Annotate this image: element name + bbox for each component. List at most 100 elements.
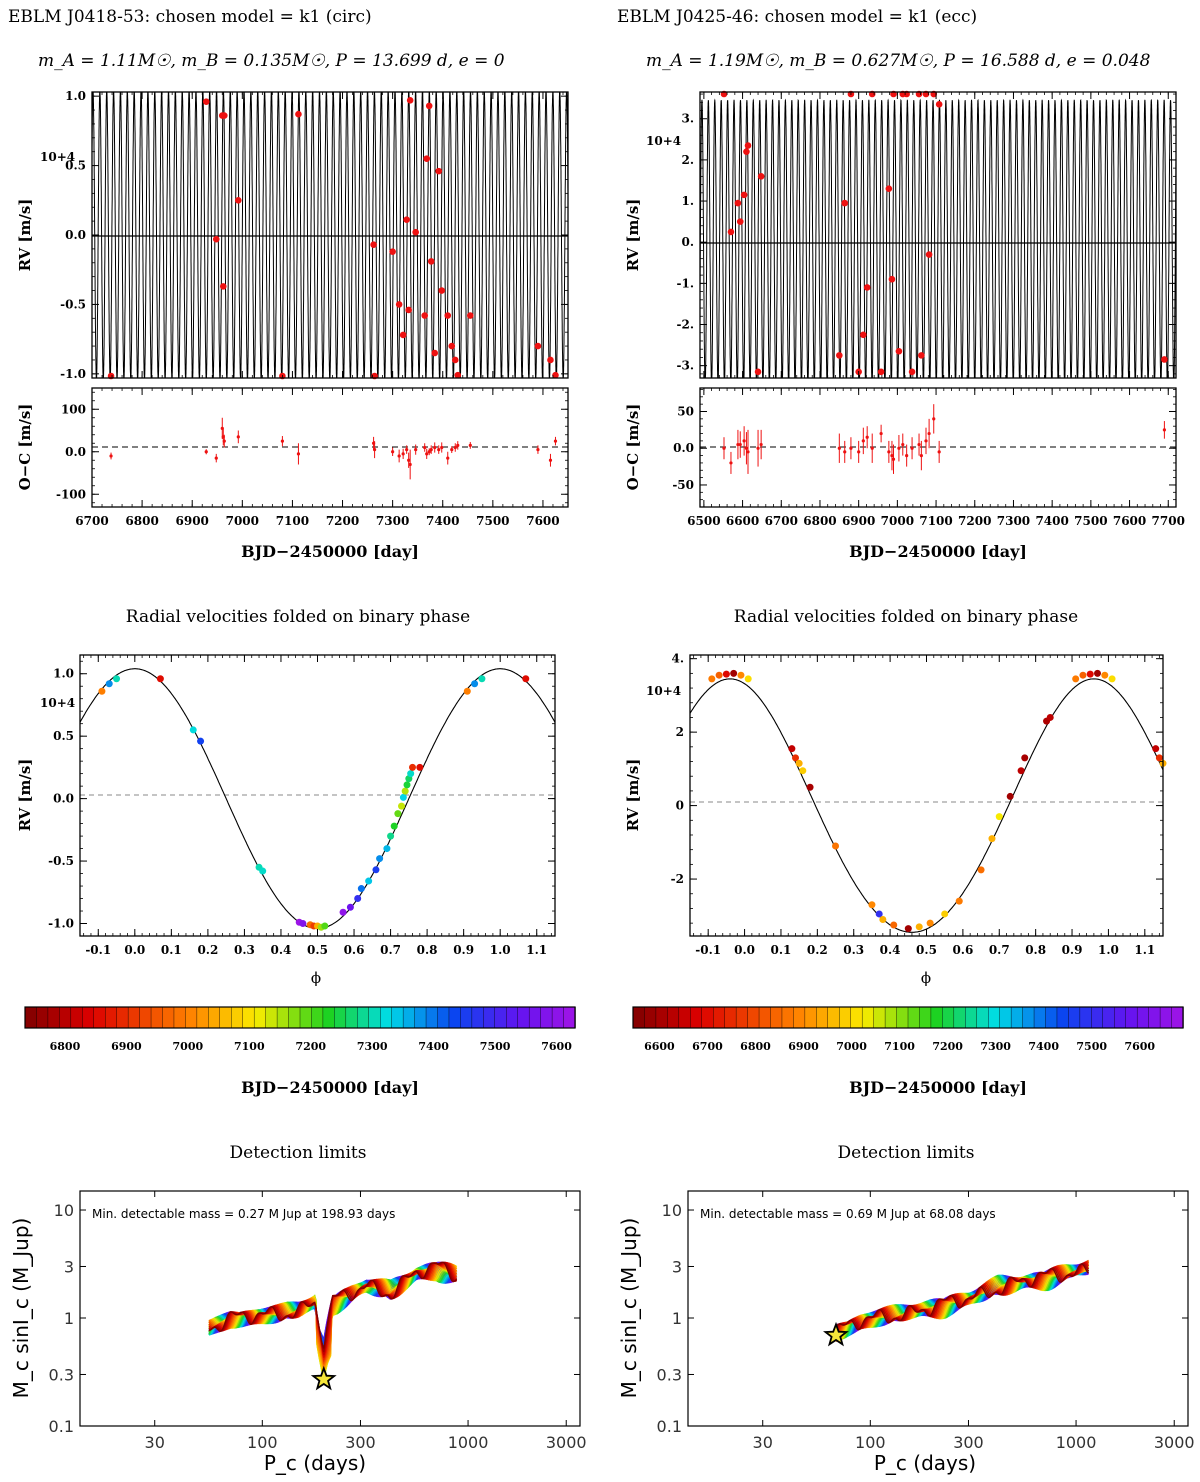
oc-data-point xyxy=(109,454,113,458)
x-tick-label: 100 xyxy=(247,1433,278,1452)
colorbar-cell xyxy=(976,1006,989,1029)
colorbar-cell xyxy=(1091,1006,1104,1029)
colorbar-cell xyxy=(24,1006,38,1029)
oc-data-point xyxy=(427,450,431,454)
left-colorbar: 6800 6900 7000 7100 7200 7300 7400 7500 7600 BJD… xyxy=(24,1006,576,1097)
oc-data-point xyxy=(910,446,914,450)
right-colorbar-frame xyxy=(632,1006,1184,1029)
fold-data-point xyxy=(156,675,164,683)
rv-data-point xyxy=(895,347,903,355)
oc-data-point xyxy=(887,450,891,454)
colorbar-cell xyxy=(82,1006,95,1029)
colorbar-cell xyxy=(173,1006,187,1029)
oc-data-point xyxy=(722,446,726,450)
rv-data-point xyxy=(295,110,302,118)
rv-data-point xyxy=(841,199,849,207)
y-tick-label: 0.1 xyxy=(657,1417,682,1436)
rv-data-point xyxy=(727,228,735,236)
colorbar-cell xyxy=(162,1006,175,1029)
colorbar-cell xyxy=(827,1006,840,1029)
colorbar-cell xyxy=(1010,1006,1024,1029)
rv-data-point xyxy=(444,312,452,319)
colorbar-cell xyxy=(59,1006,72,1029)
right-det-title: Detection limits xyxy=(838,1143,975,1163)
y-tick-label: 0.5 xyxy=(65,159,86,173)
rv-data-point xyxy=(925,251,933,258)
colorbar-cell xyxy=(334,1006,347,1029)
rv-data-point xyxy=(425,102,433,110)
colorbar-cell xyxy=(551,1006,565,1029)
rv-data-point xyxy=(757,173,765,180)
oc-data-point xyxy=(204,450,208,454)
colorbar-tick-label: 6900 xyxy=(788,1040,819,1053)
right-fold-frame xyxy=(689,654,1164,937)
left-det-curves xyxy=(208,1261,458,1391)
x-tick-label: 0.2 xyxy=(197,943,218,957)
left-det-panel: 30 100 300 1000 3000 0.1 0.3 1 3 10 Min. detectab… xyxy=(9,1190,587,1475)
y-tick-label: -1.0 xyxy=(48,917,74,931)
fold-data-point xyxy=(407,770,415,778)
colorbar-cell xyxy=(265,1006,278,1029)
x-tick-label: 7100 xyxy=(919,514,952,528)
colorbar-cell xyxy=(701,1006,714,1029)
oc-data-point xyxy=(437,448,441,452)
colorbar-cell xyxy=(528,1006,542,1029)
y-tick-label: 2 xyxy=(676,725,684,739)
colorbar-cell xyxy=(1033,1006,1047,1029)
colorbar-tick-label: 6600 xyxy=(644,1040,675,1053)
y-tick-label: -3. xyxy=(676,359,694,373)
colorbar-cell xyxy=(655,1006,669,1029)
rv-data-point xyxy=(438,287,446,294)
left-fold-title: Radial velocities folded on binary phase xyxy=(126,607,470,627)
colorbar-cell xyxy=(70,1006,83,1029)
rv-data-point xyxy=(395,301,403,308)
fold-data-point xyxy=(788,745,796,753)
fold-model-line xyxy=(689,678,1164,933)
y-tick-label: 0.3 xyxy=(657,1365,682,1384)
colorbar-cell xyxy=(1045,1006,1058,1029)
fold-data-point xyxy=(955,897,963,905)
x-tick-label: 6700 xyxy=(75,514,108,528)
y-tick-label: 0.3 xyxy=(49,1365,74,1384)
min-mass-star-marker xyxy=(310,1365,337,1391)
fold-data-point xyxy=(416,763,424,771)
colorbar-cell xyxy=(414,1006,427,1029)
fold-data-point xyxy=(259,867,267,875)
y-tick-label: -2 xyxy=(671,872,684,886)
right-det-ylabel: M_c sinI_c (M_Jup) xyxy=(617,1218,641,1399)
y-tick-label: 10 xyxy=(54,1201,74,1220)
y-tick-label: 3 xyxy=(64,1257,74,1276)
y-tick-label: -50 xyxy=(672,478,694,492)
colorbar-cell xyxy=(793,1006,806,1029)
rv-data-point xyxy=(744,142,752,149)
colorbar-cell xyxy=(804,1006,818,1029)
colorbar-cell xyxy=(517,1006,530,1029)
fold-data-point xyxy=(387,832,395,840)
rv-data-point xyxy=(423,155,431,162)
fold-data-point xyxy=(401,787,409,795)
x-tick-label: 30 xyxy=(753,1433,773,1452)
colorbar-cell xyxy=(1056,1006,1070,1029)
x-tick-label: -0.1 xyxy=(85,943,111,957)
y-tick-label: 0.0 xyxy=(673,441,694,455)
colorbar-cell xyxy=(919,1006,932,1029)
y-tick-label: -100 xyxy=(56,487,86,501)
colorbar-tick-label: 6700 xyxy=(692,1040,723,1053)
rv-data-point xyxy=(448,342,456,350)
fold-data-point xyxy=(522,675,530,683)
rv-data-point xyxy=(412,228,419,236)
rv-data-point xyxy=(235,196,242,204)
detection-limit-curve xyxy=(208,1261,458,1349)
colorbar-cell xyxy=(105,1006,118,1029)
rv-data-point xyxy=(743,148,750,155)
rv-data-point xyxy=(219,283,227,290)
right-oc-ticks: 6500 6600 6700 6800 6900 7000 7100 7200 7300 7400… xyxy=(672,388,1185,528)
oc-data-point xyxy=(837,446,841,450)
right-fold-model-curve xyxy=(689,678,1164,933)
right-fold-points xyxy=(708,669,1167,933)
oc-data-point xyxy=(879,431,883,436)
x-tick-label: 7100 xyxy=(276,514,309,528)
oc-data-point xyxy=(849,446,853,450)
colorbar-cell xyxy=(322,1006,336,1029)
oc-data-point xyxy=(857,450,861,454)
